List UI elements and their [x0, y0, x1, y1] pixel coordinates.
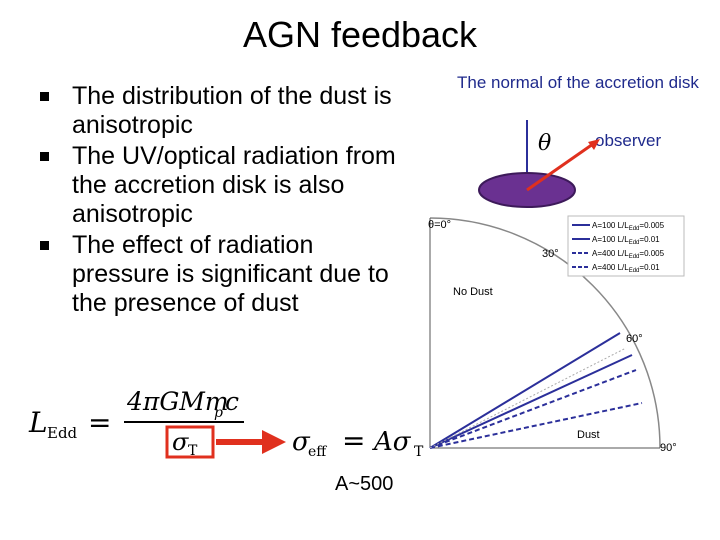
bullet-item: The effect of radiation pressure is sign…: [40, 231, 410, 318]
curve-a100-005: [429, 332, 621, 449]
svg-text:Dust: Dust: [577, 429, 600, 441]
svg-text:30°: 30°: [542, 248, 559, 260]
svg-text:θ=0°: θ=0°: [428, 219, 451, 231]
slide-title: AGN feedback: [242, 14, 478, 55]
svg-text:Edd: Edd: [47, 424, 78, 442]
observer-arrow-line: [526, 142, 594, 192]
dust-boundary: [429, 347, 627, 449]
svg-text:4πGMm: 4πGMm: [126, 387, 229, 416]
curve-a400-01: [429, 402, 643, 449]
square-bullet-icon: [40, 92, 49, 101]
svg-text:A=400 L/LEdd=0.01: A=400 L/LEdd=0.01: [592, 263, 660, 274]
eddington-equation: L Edd = 4πGMm p c σ T σ eff = Aσ T: [28, 387, 424, 460]
square-bullet-icon: [40, 241, 49, 250]
sigma-t-highlight-box: [165, 425, 215, 459]
svg-text:σ: σ: [292, 427, 311, 457]
observer-arrow-icon: [588, 139, 600, 150]
square-bullet-icon: [40, 152, 49, 161]
svg-text:A=100 L/LEdd=0.01: A=100 L/LEdd=0.01: [592, 235, 660, 246]
svg-text:No Dust: No Dust: [453, 286, 493, 298]
bullet-item: The distribution of the dust is anisotro…: [40, 82, 410, 140]
svg-text:σ: σ: [172, 428, 189, 456]
svg-text:A=400 L/LEdd=0.005: A=400 L/LEdd=0.005: [592, 249, 665, 260]
bullet-list: The distribution of the dust is anisotro…: [40, 82, 410, 320]
svg-text:Aσ: Aσ: [372, 427, 412, 457]
svg-text:T: T: [188, 443, 198, 459]
svg-text:p: p: [214, 405, 223, 421]
svg-text:θ: θ: [538, 131, 551, 156]
svg-text:90°: 90°: [660, 442, 677, 454]
legend: A=100 L/LEdd=0.005 A=100 L/LEdd=0.01 A=4…: [567, 215, 685, 277]
angle-arc: [429, 217, 661, 449]
svg-text:=: =: [88, 406, 111, 439]
factor-note: A~500: [335, 473, 394, 495]
curve-a100-01: [429, 354, 633, 449]
svg-text:=: =: [342, 424, 365, 457]
svg-text:T: T: [414, 444, 424, 460]
right-arrow-icon: [262, 430, 286, 454]
svg-text:c: c: [225, 387, 239, 416]
curve-a400-005: [429, 369, 637, 449]
normal-label: The normal of the accretion disk: [457, 73, 699, 92]
svg-text:60°: 60°: [626, 333, 643, 345]
svg-text:L: L: [28, 406, 48, 439]
svg-text:A=100 L/LEdd=0.005: A=100 L/LEdd=0.005: [592, 221, 665, 232]
dust-distribution-diagram: θ θ=0° 30° 60° 90° No Dust Dust A=100 L/…: [428, 120, 685, 454]
bullet-item: The UV/optical radiation from the accret…: [40, 142, 410, 229]
observer-label: observer: [595, 131, 662, 150]
svg-text:eff: eff: [308, 444, 327, 460]
